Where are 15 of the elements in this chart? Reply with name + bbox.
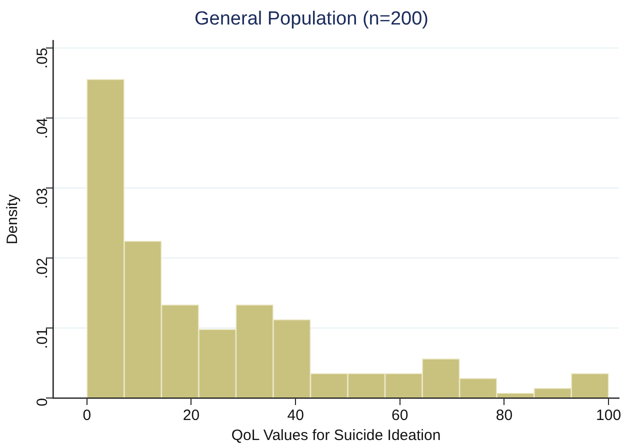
x-tick-label: 20 <box>182 407 200 424</box>
y-axis-title: Density <box>4 194 22 244</box>
y-tick-label: .03 <box>34 188 52 209</box>
y-tick-label: .01 <box>34 328 52 349</box>
x-tick-label: 0 <box>82 407 92 424</box>
x-tick-label: 100 <box>596 407 622 424</box>
x-tick-label: 40 <box>287 407 304 424</box>
y-tick-label: .02 <box>34 258 52 279</box>
y-tick-label: .04 <box>34 118 52 139</box>
y-tick-label: 0 <box>34 398 52 406</box>
x-axis-title: QoL Values for Suicide Ideation <box>231 427 441 444</box>
y-tick-label: .05 <box>34 48 52 69</box>
chart-title: General Population (n=200) <box>194 8 428 30</box>
x-tick-label: 80 <box>496 407 513 424</box>
x-tick-label: 60 <box>392 407 408 424</box>
